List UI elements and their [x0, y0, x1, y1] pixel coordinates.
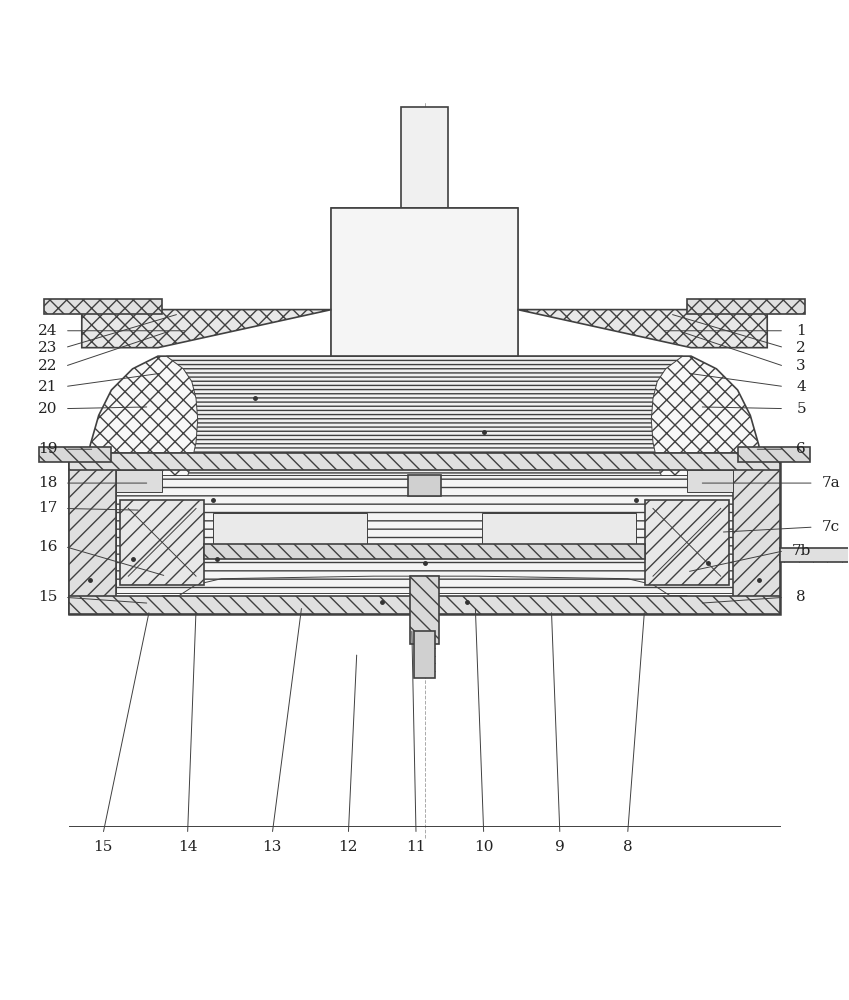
Text: 15: 15 — [38, 590, 58, 604]
Bar — [408, 475, 441, 496]
Text: 7a: 7a — [821, 476, 840, 490]
Text: 1: 1 — [796, 324, 806, 338]
Text: 3: 3 — [796, 359, 806, 373]
Bar — [69, 453, 115, 614]
Bar — [213, 513, 367, 544]
Text: 5: 5 — [796, 402, 806, 416]
Polygon shape — [86, 208, 763, 542]
Bar — [115, 470, 162, 492]
Bar — [69, 596, 780, 614]
Text: 8: 8 — [623, 840, 633, 854]
Text: 17: 17 — [38, 501, 58, 515]
Bar — [687, 299, 806, 314]
Text: 7b: 7b — [791, 544, 811, 558]
Text: 10: 10 — [474, 840, 493, 854]
Bar — [120, 500, 205, 585]
Text: 24: 24 — [38, 324, 58, 338]
Text: 15: 15 — [93, 840, 113, 854]
Polygon shape — [82, 310, 331, 348]
Polygon shape — [518, 310, 767, 348]
Text: 8: 8 — [796, 590, 806, 604]
Bar — [738, 447, 810, 462]
Bar — [410, 576, 439, 644]
Text: 2: 2 — [796, 341, 806, 355]
Bar — [414, 631, 435, 678]
Bar — [205, 544, 644, 559]
Bar — [115, 475, 734, 593]
Text: 14: 14 — [177, 840, 197, 854]
Polygon shape — [166, 356, 683, 527]
Bar — [644, 500, 729, 585]
Bar — [687, 470, 734, 492]
Bar — [780, 548, 849, 562]
Bar — [331, 208, 518, 356]
Bar — [482, 513, 636, 544]
Text: 18: 18 — [38, 476, 58, 490]
Text: 19: 19 — [38, 442, 58, 456]
Bar — [734, 453, 780, 614]
Text: 9: 9 — [555, 840, 565, 854]
Text: 6: 6 — [796, 442, 806, 456]
Bar — [69, 453, 780, 470]
Text: 16: 16 — [38, 540, 58, 554]
Text: 4: 4 — [796, 380, 806, 394]
Text: 23: 23 — [38, 341, 58, 355]
Text: 22: 22 — [38, 359, 58, 373]
Text: 12: 12 — [339, 840, 358, 854]
Bar — [402, 107, 447, 208]
Text: 11: 11 — [407, 840, 426, 854]
Bar — [39, 447, 111, 462]
Text: 7c: 7c — [822, 520, 840, 534]
Text: 20: 20 — [38, 402, 58, 416]
Text: 13: 13 — [262, 840, 282, 854]
Bar — [69, 453, 780, 614]
Text: 21: 21 — [38, 380, 58, 394]
Bar — [43, 299, 162, 314]
